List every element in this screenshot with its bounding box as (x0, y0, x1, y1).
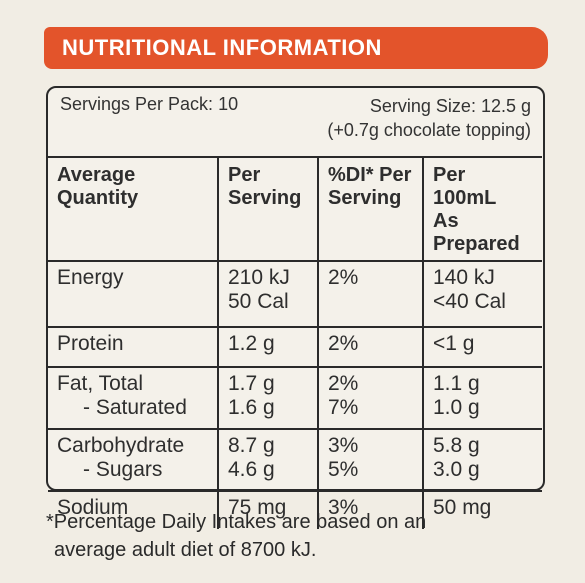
row-per-serving: 75 mg (217, 490, 319, 529)
row-per-serving: 1.7 g 1.6 g (217, 366, 319, 430)
row-per-100ml: 1.1 g 1.0 g (422, 366, 542, 430)
row-per-serving: 8.7 g 4.6 g (217, 428, 319, 492)
table-row-protein: Protein 1.2 g 2% <1 g (48, 326, 542, 368)
row-per-serving: 210 kJ 50 Cal (217, 260, 319, 328)
nutrition-panel: Servings Per Pack: 10 Serving Size: 12.5… (46, 86, 545, 529)
row-per-serving: 1.2 g (217, 326, 319, 368)
page-title: NUTRITIONAL INFORMATION (62, 35, 382, 60)
row-di: 2% (317, 326, 424, 368)
row-name: Energy (48, 260, 219, 328)
footnote-line-1: *Percentage Daily Intakes are based on a… (46, 511, 427, 533)
header-per-100ml: Per 100mL As Prepared (422, 156, 542, 262)
row-per-100ml: <1 g (422, 326, 542, 368)
header-per-serving: Per Serving (217, 156, 319, 262)
serving-size-block: Serving Size: 12.5 g (+0.7g chocolate to… (327, 94, 531, 142)
row-per-100ml: 5.8 g 3.0 g (422, 428, 542, 492)
row-di: 3% 5% (317, 428, 424, 492)
footnote: *Percentage Daily Intakes are based on a… (46, 508, 546, 564)
row-di: 2% 7% (317, 366, 424, 430)
serving-note: (+0.7g chocolate topping) (327, 120, 531, 140)
servings-per-pack: Servings Per Pack: 10 (60, 94, 239, 114)
row-di: 3% (317, 490, 424, 529)
table-row-fat: Fat, Total - Saturated 1.7 g 1.6 g 2% 7%… (48, 366, 542, 430)
row-di: 2% (317, 260, 424, 328)
row-name: Carbohydrate - Sugars (48, 428, 219, 492)
serving-size: Serving Size: 12.5 g (369, 96, 531, 116)
footnote-line-2: average adult diet of 8700 kJ. (54, 539, 317, 561)
title-banner: NUTRITIONAL INFORMATION (44, 27, 548, 69)
table-row-carbohydrate: Carbohydrate - Sugars 8.7 g 4.6 g 3% 5% … (48, 428, 542, 492)
row-name: Sodium (48, 490, 219, 529)
nutrition-table: Average Quantity Per Serving %DI* Per Se… (48, 156, 542, 529)
row-per-100ml: 140 kJ <40 Cal (422, 260, 542, 328)
header-quantity: Average Quantity (48, 156, 219, 262)
serving-info: Servings Per Pack: 10 Serving Size: 12.5… (48, 88, 543, 158)
row-name: Fat, Total - Saturated (48, 366, 219, 430)
row-name: Protein (48, 326, 219, 368)
header-di: %DI* Per Serving (317, 156, 424, 262)
row-per-100ml: 50 mg (422, 490, 542, 529)
table-row-energy: Energy 210 kJ 50 Cal 2% 140 kJ <40 Cal (48, 260, 542, 328)
header-row: Average Quantity Per Serving %DI* Per Se… (48, 156, 542, 262)
table-row-sodium: Sodium 75 mg 3% 50 mg (48, 490, 542, 529)
